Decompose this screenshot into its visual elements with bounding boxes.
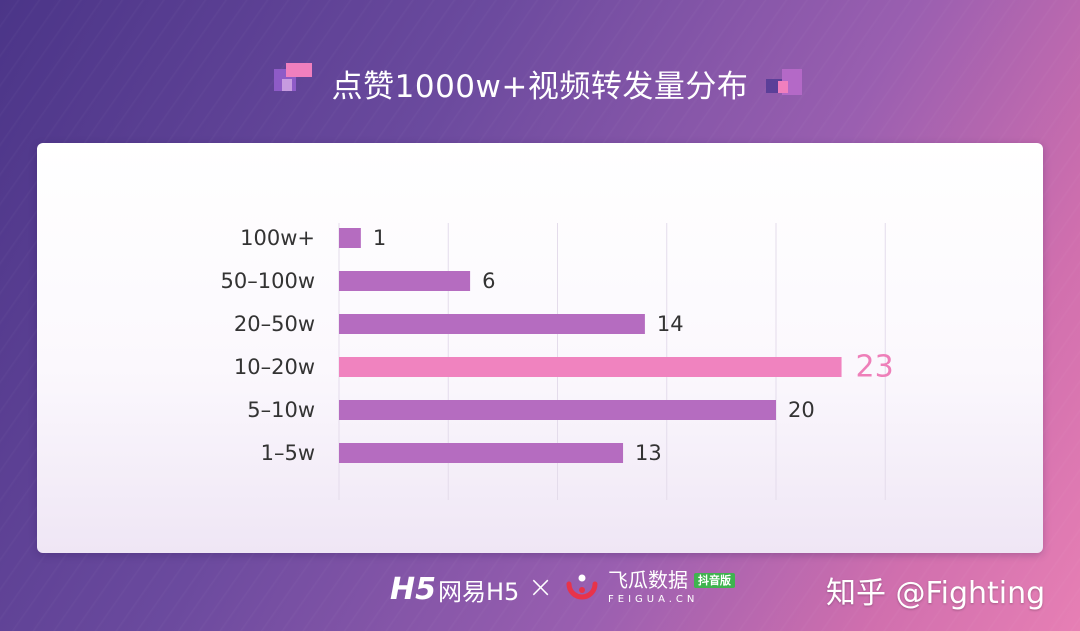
category-label: 50–100w bbox=[221, 269, 315, 293]
category-label: 20–50w bbox=[234, 312, 315, 336]
bar bbox=[339, 228, 361, 248]
footer: H5 网易H5 × 飞瓜数据 抖音版 FEIGUA.CN 知乎 @Fightin… bbox=[0, 568, 1080, 618]
brand-separator: × bbox=[528, 570, 554, 605]
zhihu-watermark: 知乎 @Fighting bbox=[826, 576, 1046, 611]
title-row: 点赞1000w+视频转发量分布 bbox=[0, 58, 1080, 108]
category-label: 10–20w bbox=[234, 355, 315, 379]
netease-h5-logo-icon: H5 bbox=[390, 572, 436, 607]
netease-h5-brand: H5 网易H5 bbox=[390, 572, 519, 607]
bar-highlight bbox=[339, 357, 842, 377]
bar bbox=[339, 314, 645, 334]
value-label: 6 bbox=[482, 269, 495, 293]
bar bbox=[339, 443, 624, 463]
value-label: 13 bbox=[635, 441, 662, 465]
feigua-domain: FEIGUA.CN bbox=[608, 594, 699, 605]
page-title: 点赞1000w+视频转发量分布 bbox=[331, 68, 749, 105]
value-label: 20 bbox=[788, 398, 815, 422]
netease-h5-name: 网易H5 bbox=[437, 578, 520, 606]
feigua-brand: 飞瓜数据 抖音版 FEIGUA.CN bbox=[566, 570, 735, 605]
feigua-badge: 抖音版 bbox=[694, 572, 735, 588]
bar bbox=[339, 400, 776, 420]
category-label: 1–5w bbox=[261, 441, 315, 465]
feigua-name: 飞瓜数据 bbox=[608, 568, 688, 592]
category-label: 5–10w bbox=[247, 398, 315, 422]
bar bbox=[339, 271, 471, 291]
feigua-logo-icon bbox=[566, 574, 598, 599]
title-decoration-right bbox=[762, 63, 806, 103]
value-label: 14 bbox=[657, 312, 684, 336]
chart-card: 100w+ 1 50–100w 6 20–50w 14 10–20w 23 5–10w 20 1–5… bbox=[37, 143, 1043, 553]
value-label: 1 bbox=[373, 226, 386, 250]
value-label: 23 bbox=[856, 350, 894, 385]
title-decoration-left bbox=[273, 63, 318, 103]
bar-chart: 100w+ 1 50–100w 6 20–50w 14 10–20w 23 5–10w 20 1–5… bbox=[221, 223, 894, 500]
category-label: 100w+ bbox=[240, 226, 315, 250]
